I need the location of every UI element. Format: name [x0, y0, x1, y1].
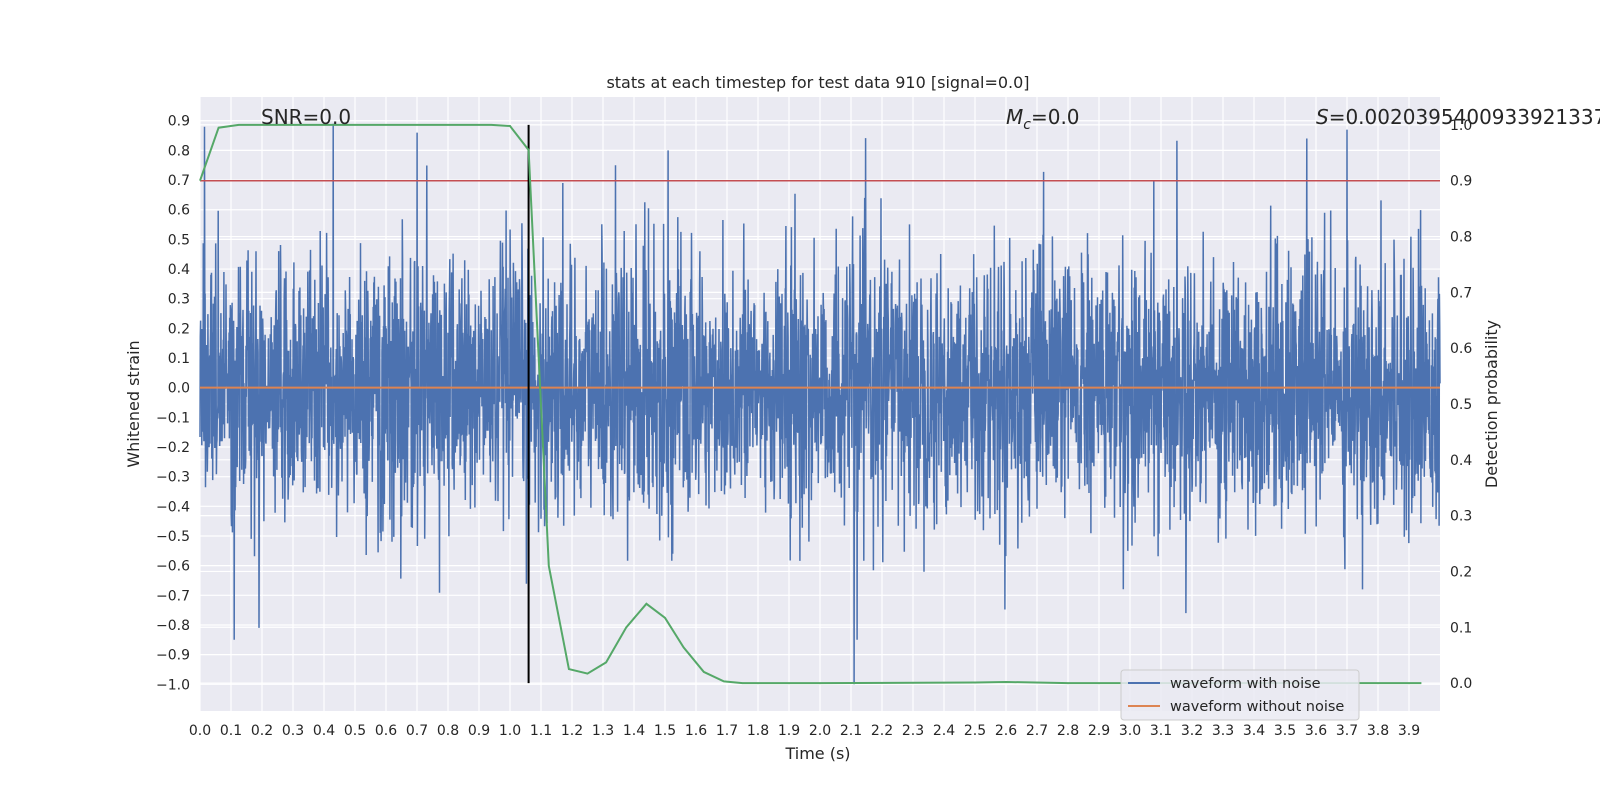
- y-tick-label-left: 0.4: [168, 262, 190, 278]
- x-tick-label: 3.2: [1181, 723, 1203, 739]
- y-axis-label-left: Whitened strain: [124, 340, 143, 467]
- series-layer: [199, 123, 1441, 685]
- x-tick-label: 2.9: [1088, 723, 1110, 739]
- legend-label-clean: waveform without noise: [1170, 699, 1344, 715]
- y-tick-label-left: −0.3: [156, 470, 190, 486]
- x-tick-label: 3.4: [1243, 723, 1265, 739]
- x-tick-label: 1.6: [685, 723, 707, 739]
- chirp-mass-annotation: Mc=0.0: [1006, 105, 1080, 133]
- y-tick-label-right: 0.4: [1450, 453, 1472, 469]
- x-tick-label: 2.1: [840, 723, 862, 739]
- x-tick-label: 0.8: [437, 723, 459, 739]
- x-tick-label: 1.9: [778, 723, 800, 739]
- y-tick-label-right: 0.6: [1450, 341, 1472, 357]
- legend-label-noise: waveform with noise: [1170, 676, 1321, 692]
- y-tick-label-right: 0.7: [1450, 285, 1472, 301]
- y-tick-label-right: 1.0: [1450, 118, 1472, 134]
- y-tick-label-left: 0.2: [168, 321, 190, 337]
- x-tick-label: 1.4: [623, 723, 645, 739]
- y-tick-label-left: 0.7: [168, 173, 190, 189]
- y-tick-label-left: −0.9: [156, 648, 190, 664]
- x-tick-label: 1.7: [716, 723, 738, 739]
- x-tick-label: 0.5: [344, 723, 366, 739]
- x-tick-label: 2.2: [871, 723, 893, 739]
- x-tick-label: 2.4: [933, 723, 955, 739]
- x-tick-label: 3.7: [1336, 723, 1358, 739]
- y-tick-label-left: −0.8: [156, 618, 190, 634]
- x-tick-label: 1.2: [561, 723, 583, 739]
- y-tick-label-right: 0.0: [1450, 676, 1472, 692]
- s-statistic-symbol: S: [1316, 105, 1329, 129]
- y-tick-label-left: −0.2: [156, 440, 190, 456]
- x-tick-label: 0.2: [251, 723, 273, 739]
- y-tick-label-right: 0.2: [1450, 564, 1472, 580]
- x-tick-label: 0.6: [375, 723, 397, 739]
- x-tick-labels: 0.0 0.1 0.2 0.3 0.4 0.5 0.6 0.7 0.8 0.9 1.0 1.1 1.2 1…: [189, 723, 1420, 739]
- y-tick-label-right: 0.3: [1450, 509, 1472, 525]
- x-tick-label: 0.3: [282, 723, 304, 739]
- y-tick-label-left: −1.0: [156, 677, 190, 693]
- y-tick-label-left: −0.6: [156, 559, 190, 575]
- y-tick-label-left: −0.1: [156, 410, 190, 426]
- legend-box: [1120, 669, 1360, 721]
- chart-title: stats at each timestep for test data 910…: [606, 73, 1029, 92]
- x-tick-label: 0.9: [468, 723, 490, 739]
- chirp-mass-value: =0.0: [1031, 105, 1080, 129]
- x-tick-label: 0.7: [406, 723, 428, 739]
- y-tick-label-left: 0.9: [168, 114, 190, 130]
- y-tick-label-right: 0.1: [1450, 620, 1472, 636]
- y-tick-label-left: 0.6: [168, 203, 190, 219]
- y-tick-label-left: −0.7: [156, 588, 190, 604]
- s-statistic-value: =0.0020395400933921337: [1329, 105, 1600, 129]
- x-tick-label: 3.5: [1274, 723, 1296, 739]
- x-tick-label: 2.5: [964, 723, 986, 739]
- x-tick-label: 3.3: [1212, 723, 1234, 739]
- x-tick-label: 2.0: [809, 723, 831, 739]
- x-tick-label: 1.5: [654, 723, 676, 739]
- snr-annotation: SNR=0.0: [261, 105, 351, 129]
- y-tick-label-right: 0.8: [1450, 230, 1472, 246]
- x-tick-label: 3.9: [1398, 723, 1420, 739]
- x-tick-label: 2.7: [1026, 723, 1048, 739]
- y-tick-label-left: 0.3: [168, 292, 190, 308]
- y-tick-labels-right: 1.0 0.9 0.8 0.7 0.6 0.5 0.4 0.3 0.2 0.1 0.0: [1450, 118, 1472, 692]
- legend: waveform with noise waveform without noi…: [1120, 669, 1360, 721]
- x-tick-label: 0.0: [189, 723, 211, 739]
- s-statistic-annotation: S=0.0020395400933921337: [1316, 105, 1600, 129]
- x-tick-label: 3.1: [1150, 723, 1172, 739]
- x-tick-label: 1.1: [530, 723, 552, 739]
- y-tick-label-right: 0.9: [1450, 174, 1472, 190]
- x-tick-label: 1.0: [499, 723, 521, 739]
- y-tick-labels-left: 0.9 0.8 0.7 0.6 0.5 0.4 0.3 0.2 0.1 0.0 −0.1 −0.2 −0…: [156, 114, 190, 694]
- chirp-mass-symbol: M: [1006, 105, 1023, 129]
- x-tick-label: 0.4: [313, 723, 335, 739]
- chirp-mass-subscript: c: [1023, 117, 1031, 133]
- y-tick-label-left: 0.0: [168, 381, 190, 397]
- x-tick-label: 2.3: [902, 723, 924, 739]
- x-tick-label: 3.6: [1305, 723, 1327, 739]
- y-tick-label-left: −0.4: [156, 499, 190, 515]
- y-tick-label-left: −0.5: [156, 529, 190, 545]
- x-tick-label: 0.1: [220, 723, 242, 739]
- x-tick-label: 3.0: [1119, 723, 1141, 739]
- detection-probability-line: [199, 123, 1422, 685]
- y-axis-label-right: Detection probability: [1482, 320, 1501, 488]
- y-tick-label-left: 0.8: [168, 143, 190, 159]
- y-tick-label-left: 0.1: [168, 351, 190, 367]
- x-axis-label: Time (s): [784, 744, 850, 763]
- x-tick-label: 2.6: [995, 723, 1017, 739]
- x-tick-label: 1.8: [747, 723, 769, 739]
- x-tick-label: 3.8: [1367, 723, 1389, 739]
- x-tick-label: 1.3: [592, 723, 614, 739]
- waveform-with-noise-line: [199, 123, 1441, 685]
- x-tick-label: 2.8: [1057, 723, 1079, 739]
- y-tick-label-right: 0.5: [1450, 397, 1472, 413]
- y-tick-label-left: 0.5: [168, 232, 190, 248]
